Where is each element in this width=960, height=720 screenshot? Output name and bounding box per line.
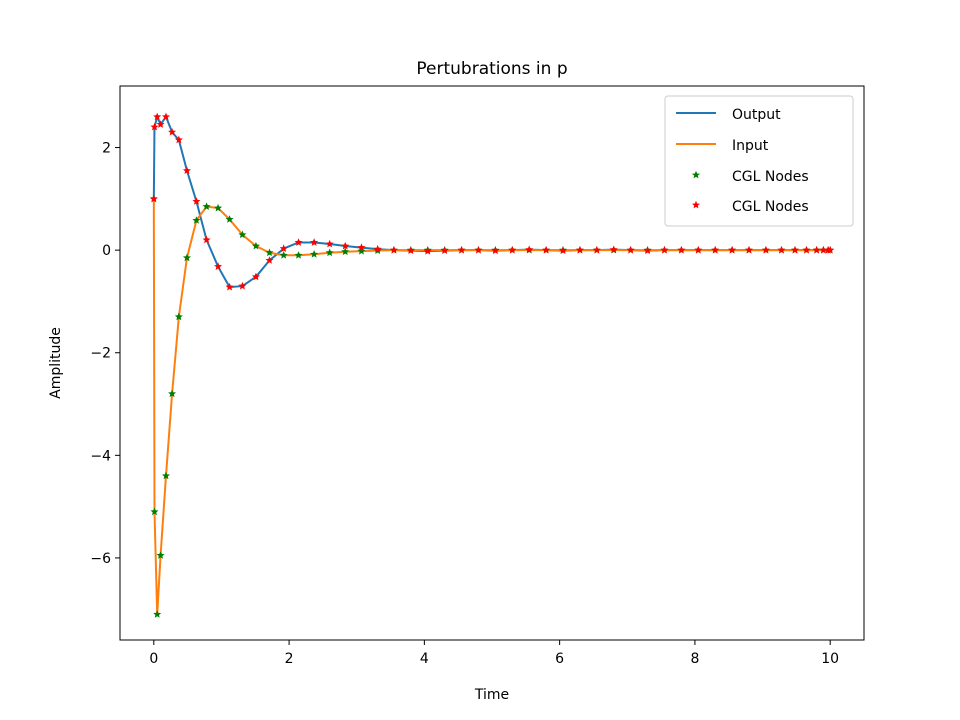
cgl-node-point [660, 245, 669, 254]
cgl-node-point [609, 245, 618, 254]
x-tick-label: 0 [149, 651, 158, 667]
cgl-node-point [525, 245, 534, 254]
cgl-node-point [777, 245, 786, 254]
cgl-node-point [406, 246, 415, 255]
y-tick-label: 0 [102, 243, 111, 259]
cgl-node-point [357, 246, 366, 255]
x-axis-label: Time [474, 687, 509, 703]
cgl-node-point [214, 203, 223, 212]
legend-box [664, 95, 854, 227]
x-tick-label: 4 [420, 651, 429, 667]
cgl-node-point [168, 389, 177, 398]
cgl-node-point [694, 245, 703, 254]
cgl-node-point [423, 246, 432, 255]
cgl-node-point [149, 194, 158, 203]
cgl-node-point [156, 120, 165, 128]
cgl-node-point [491, 246, 500, 255]
y-axis-label: Amplitude [48, 327, 64, 399]
cgl-node-point [225, 282, 234, 291]
cgl-node-point [310, 238, 319, 246]
cgl-node-point [162, 471, 170, 480]
plot-area [149, 112, 835, 618]
cgl-node-point [325, 248, 334, 257]
cgl-node-point [457, 245, 466, 254]
y-tick-label: −4 [90, 448, 111, 464]
cgl-node-point [542, 245, 551, 254]
axes-frame [119, 85, 865, 641]
legend: Output Input CGL Nodes CGL Nodes [664, 95, 854, 227]
cgl-node-point [192, 216, 201, 224]
cgl-node-point [153, 610, 162, 618]
cgl-node-point [389, 245, 398, 254]
cgl-node-point [440, 246, 449, 255]
cgl-node-point [156, 551, 165, 559]
cgl-node-point [202, 202, 211, 210]
cgl-node-point [238, 281, 247, 290]
cgl-node-point [238, 230, 247, 239]
cgl-node-point [214, 262, 223, 270]
cgl-node-point [575, 245, 584, 254]
cgl-node-point [745, 245, 754, 254]
cgl-node-point [626, 245, 635, 254]
cgl-node-point [474, 245, 483, 254]
x-tick-label: 10 [821, 651, 839, 667]
cgl-node-point [761, 245, 770, 254]
cgl-node-point [150, 507, 159, 516]
legend-label-cgl-nodes-green: CGL Nodes [732, 169, 809, 185]
cgl-node-point [294, 238, 303, 246]
x-tick-label: 8 [690, 651, 699, 667]
cgl-node-point [182, 166, 191, 175]
cgl-node-point [174, 312, 183, 321]
cgl-node-point [162, 112, 170, 121]
cgl-node-point [202, 235, 211, 244]
cgl-node-point [341, 241, 350, 250]
cgl-node-point [225, 215, 234, 223]
cgl-node-point [592, 245, 601, 254]
chart-title: Pertubrations in p [416, 59, 567, 79]
cgl-node-point [819, 245, 828, 254]
cgl-node-point [341, 247, 350, 256]
y-tick-label: −6 [90, 551, 111, 567]
cgl-node-point [153, 112, 162, 121]
cgl-node-point [192, 197, 201, 205]
cgl-node-point [812, 245, 821, 254]
cgl-node-point [265, 256, 274, 264]
cgl-node-point [150, 122, 159, 131]
cgl-node-point [265, 248, 274, 257]
cgl-node-point [508, 245, 517, 254]
cgl-node-point [251, 241, 260, 250]
legend-label-input: Input [732, 138, 769, 154]
cgl-node-point [174, 135, 183, 144]
cgl-node-point [677, 245, 686, 254]
cgl-node-point [279, 244, 288, 253]
y-tick-label: 2 [102, 141, 111, 157]
cgl-node-point [310, 250, 319, 258]
cgl-node-point [559, 246, 568, 255]
cgl-node-point [279, 251, 288, 259]
legend-label-output: Output [732, 107, 781, 123]
cgl-node-point [802, 245, 811, 254]
cgl-node-point [357, 243, 366, 251]
cgl-node-point [294, 251, 303, 259]
legend-swatch-cgl-nodes-green [692, 170, 700, 179]
axis-ticks: 0 2 4 6 8 10 −6 −4 −2 0 2 [90, 141, 839, 667]
cgl-node-point [643, 246, 652, 255]
cgl-node-point [325, 239, 334, 248]
cgl-node-point [251, 272, 260, 281]
cgl-node-point [711, 245, 720, 254]
cgl-node-point [168, 127, 177, 136]
cgl-node-point [791, 245, 800, 254]
legend-swatch-cgl-nodes-red [692, 200, 700, 209]
cgl-node-point [182, 253, 191, 262]
legend-label-cgl-nodes-red: CGL Nodes [732, 199, 809, 215]
x-tick-label: 6 [555, 651, 564, 667]
cgl-node-point [728, 245, 737, 254]
x-tick-label: 2 [285, 651, 294, 667]
cgl-node-point [826, 245, 835, 254]
y-tick-label: −2 [90, 346, 111, 362]
series-line-input [152, 198, 831, 616]
cgl-node-point [373, 244, 382, 253]
